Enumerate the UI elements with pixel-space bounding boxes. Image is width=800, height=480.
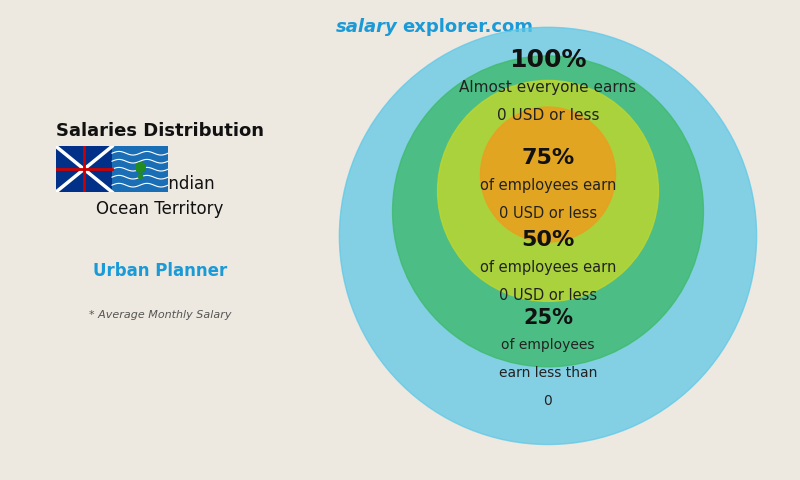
Circle shape	[339, 27, 757, 444]
Text: 75%: 75%	[522, 148, 574, 168]
Text: of employees earn: of employees earn	[480, 178, 616, 193]
Text: of employees earn: of employees earn	[480, 260, 616, 275]
Text: Urban Planner: Urban Planner	[93, 262, 227, 279]
Text: 0: 0	[544, 394, 552, 408]
Text: 0 USD or less: 0 USD or less	[499, 288, 597, 303]
Text: Salaries Distribution: Salaries Distribution	[56, 122, 264, 140]
Text: 0 USD or less: 0 USD or less	[497, 108, 599, 123]
Text: 25%: 25%	[523, 308, 573, 328]
Circle shape	[393, 56, 703, 367]
Text: Almost everyone earns: Almost everyone earns	[459, 80, 637, 95]
Bar	[56, 146, 112, 192]
Text: * Average Monthly Salary: * Average Monthly Salary	[89, 310, 231, 320]
Text: 100%: 100%	[510, 48, 586, 72]
Text: 0 USD or less: 0 USD or less	[499, 206, 597, 221]
Text: earn less than: earn less than	[499, 366, 597, 380]
Text: explorer.com: explorer.com	[402, 18, 534, 36]
Text: 50%: 50%	[522, 230, 574, 250]
Text: of employees: of employees	[502, 338, 594, 352]
Bar	[112, 146, 168, 192]
Text: salary: salary	[336, 18, 398, 36]
Circle shape	[438, 81, 658, 301]
Circle shape	[481, 107, 615, 242]
Text: British Indian
Ocean Territory: British Indian Ocean Territory	[96, 175, 224, 218]
